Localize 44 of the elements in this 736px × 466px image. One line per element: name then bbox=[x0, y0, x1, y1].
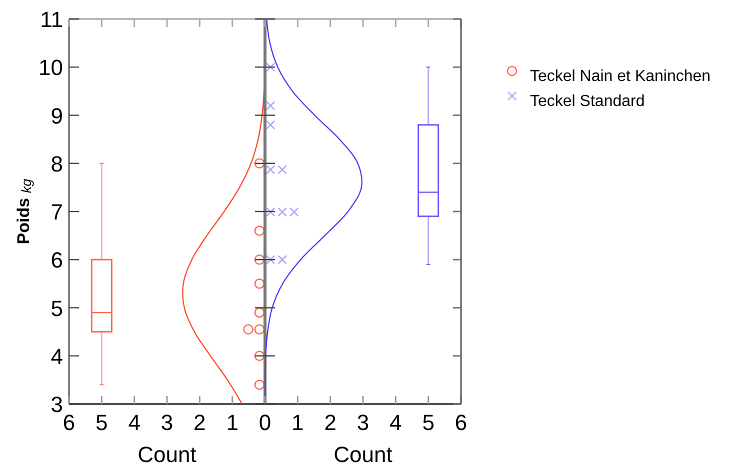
point bbox=[254, 324, 265, 335]
x-tick-label: 3 bbox=[356, 410, 370, 435]
x-tick-label: 2 bbox=[194, 410, 206, 435]
point bbox=[254, 278, 265, 289]
x-tick-label: 2 bbox=[324, 410, 336, 435]
point bbox=[266, 100, 276, 110]
x-tick-label: 1 bbox=[226, 410, 238, 435]
x-tick-label: 6 bbox=[454, 410, 468, 435]
x-axis-title: Count bbox=[334, 442, 392, 466]
y-tick-label: 7 bbox=[50, 200, 63, 224]
point bbox=[254, 307, 265, 318]
point bbox=[254, 226, 265, 236]
x-tick-label: 0 bbox=[258, 410, 272, 435]
point bbox=[289, 207, 299, 217]
point bbox=[278, 164, 287, 174]
point bbox=[266, 120, 276, 130]
y-tick-label: 9 bbox=[50, 103, 63, 128]
point bbox=[254, 254, 265, 265]
legend-label: Teckel Standard bbox=[530, 93, 645, 110]
point bbox=[278, 254, 287, 264]
y-tick-label: 6 bbox=[50, 248, 63, 273]
point bbox=[266, 62, 276, 72]
x-axis-title: Count bbox=[138, 442, 196, 466]
point bbox=[278, 207, 287, 217]
x-tick-label: 1 bbox=[292, 410, 304, 435]
x-tick-label: 3 bbox=[160, 410, 174, 435]
x-tick-label: 4 bbox=[390, 410, 402, 435]
point bbox=[254, 158, 265, 169]
x-tick-label: 4 bbox=[128, 410, 140, 435]
point bbox=[243, 324, 254, 335]
legend-label: Teckel Nain et Kaninchen bbox=[530, 68, 711, 85]
y-tick-label: 4 bbox=[50, 344, 63, 369]
y-tick-label: 5 bbox=[50, 296, 63, 321]
point bbox=[254, 350, 265, 362]
point bbox=[254, 380, 265, 390]
y-tick-label: 3 bbox=[50, 392, 63, 417]
x-tick-label: 5 bbox=[96, 410, 108, 435]
y-tick-label: 8 bbox=[50, 151, 63, 176]
y-tick-label: 11 bbox=[40, 7, 63, 32]
point bbox=[266, 207, 276, 217]
x-tick-label: 5 bbox=[422, 410, 434, 435]
y-tick-label: 10 bbox=[38, 55, 63, 80]
point bbox=[266, 164, 276, 174]
point bbox=[266, 254, 276, 264]
